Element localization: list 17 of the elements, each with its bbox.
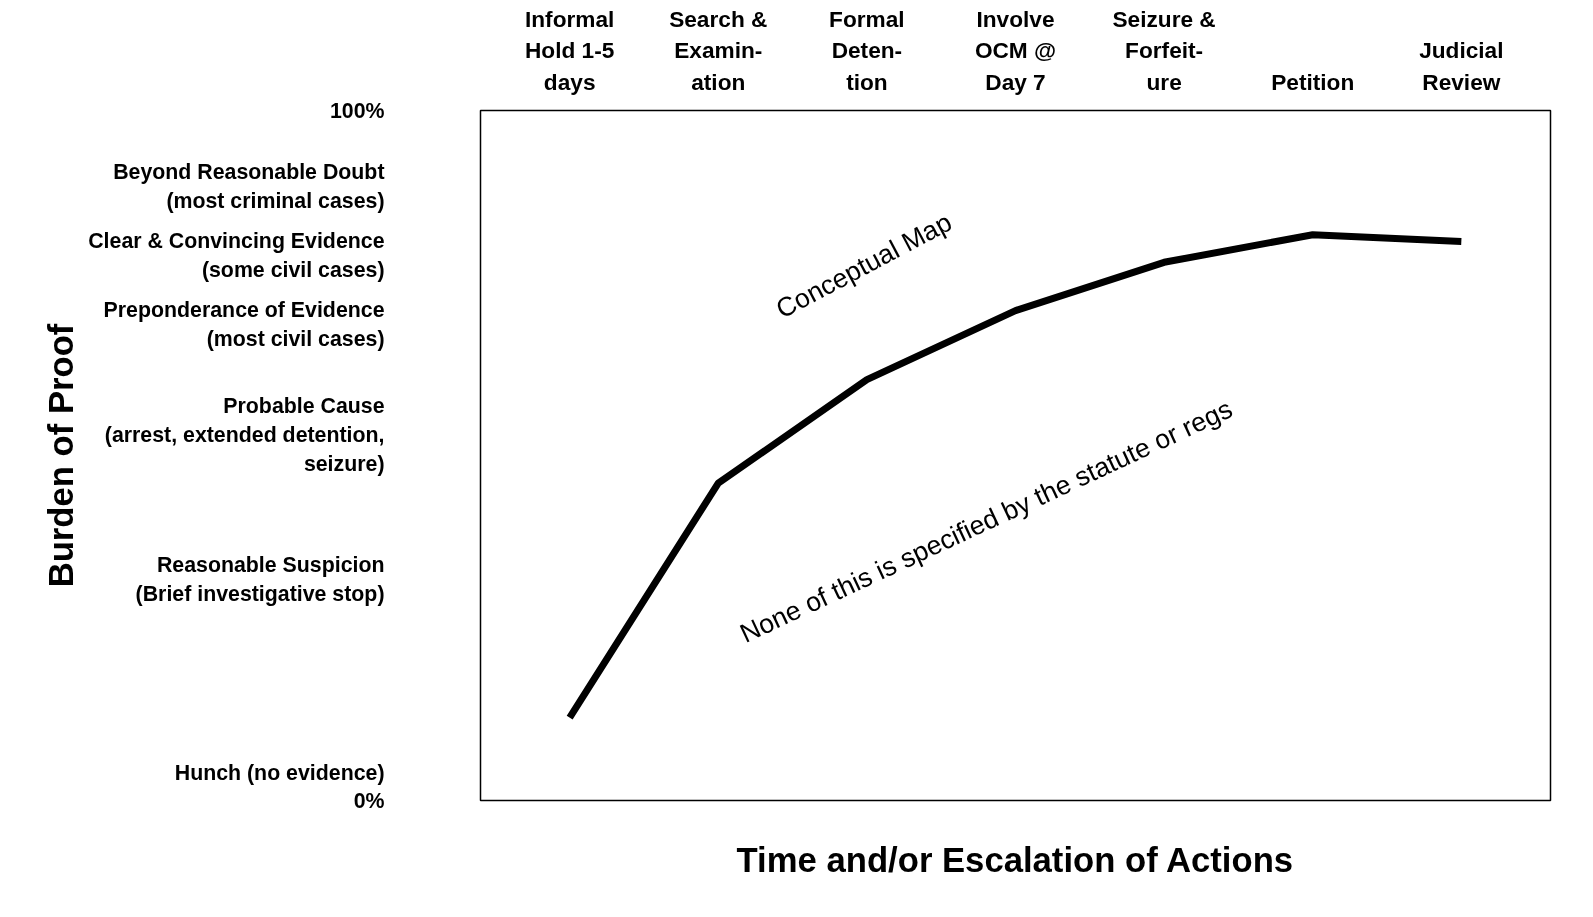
y-tick-label: Clear & Convincing Evidence (some civil cases) <box>88 229 385 282</box>
y-tick-label: 100% <box>329 98 385 123</box>
x-tick-label: Formal Deten- tion <box>829 6 905 95</box>
y-tick-label: Beyond Reasonable Doubt (most criminal cases) <box>113 160 385 213</box>
x-tick-label: Informal Hold 1-5 days <box>524 6 615 95</box>
x-axis-title: Time and/or Escalation of Actions <box>736 840 1294 879</box>
x-tick-label: Seizure & Forfeit- ure <box>1112 6 1216 95</box>
y-tick-label: 0% <box>353 788 385 813</box>
y-tick-label: Reasonable Suspicion (Brief investigative stop) <box>135 553 385 607</box>
y-tick-label: Preponderance of Evidence (most civil cases) <box>103 298 385 351</box>
x-tick-label: Judicial Review <box>1419 37 1504 95</box>
x-tick-label: Petition <box>1271 68 1355 95</box>
x-tick-label: Involve OCM @ Day 7 <box>974 6 1057 95</box>
y-tick-label: Hunch (no evidence) <box>174 760 385 785</box>
y-axis-title: Burden of Proof <box>42 323 81 588</box>
x-tick-label: Search & Examin- ation <box>669 6 768 95</box>
y-tick-label: Probable Cause (arrest, extended detention, seizure) <box>104 394 385 476</box>
